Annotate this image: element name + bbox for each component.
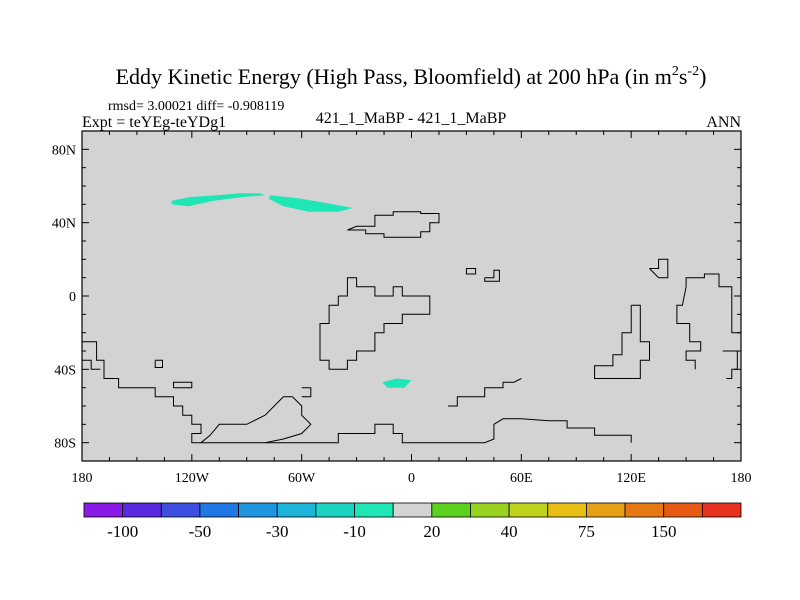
chart-title: Eddy Kinetic Energy (High Pass, Bloomfie… [116,64,707,89]
x-tick-label: 60W [288,471,316,486]
coastline [594,304,650,379]
center-subtitle: 421_1_MaBP - 421_1_MaBP [316,110,507,127]
x-tick-label: 60E [510,471,533,486]
x-tick-label: 120W [175,471,210,486]
colorbar-swatch [238,502,278,518]
colorbar-swatch [663,502,703,518]
coastline [173,381,193,389]
colorbar-swatch [470,502,510,518]
anomaly-region-southern-ocean-patch [382,378,412,388]
colorbar-label: -50 [189,522,212,541]
coastline [465,268,477,275]
colorbar-swatch [83,502,124,518]
colorbar-label: -10 [343,522,366,541]
x-tick-label: 0 [408,471,415,486]
anomaly-region-north-atlantic-west [171,193,266,207]
left-subtitle: Expt = teYEg-teYDg1 [82,114,226,131]
coastline [82,359,101,370]
colorbar-swatch [508,502,549,518]
x-tick-label: 180 [72,471,93,486]
coastline [685,273,741,334]
colorbar-swatch [586,502,626,518]
x-tick-label: 120E [616,471,646,486]
colorbar-swatch [547,502,587,518]
coastline [319,277,431,370]
colorbar-swatch [199,502,239,518]
colorbar-swatch [701,502,742,518]
colorbar-swatch [315,502,355,518]
coastline [676,286,702,370]
coastline [484,269,500,282]
anomaly-region-north-atlantic-east [268,195,353,212]
colorbar-swatch [276,502,317,518]
colorbar-label: -100 [107,522,138,541]
colorbar-swatch [392,502,433,518]
y-tick-label: 40N [52,217,76,232]
y-tick-label: 80N [52,143,76,158]
coastline [649,258,669,279]
colorbar-swatch [122,502,162,518]
coastline [154,359,163,368]
coastline [347,211,440,238]
y-tick-label: 40S [54,363,76,378]
colorbar-label: -30 [266,522,289,541]
colorbar-swatch [160,502,201,518]
stats-line: rmsd= 3.00021 diff= -0.908119 [108,99,284,114]
colorbar-swatch [624,502,665,518]
colorbar-swatch [431,502,471,518]
colorbar-label: 75 [578,522,595,541]
right-subtitle: ANN [706,114,741,131]
coastline [82,341,632,444]
colorbar-swatch [354,502,394,518]
colorbar-label: 40 [501,522,518,541]
y-tick-label: 80S [54,437,76,452]
y-tick-label: 0 [69,290,76,305]
coastline [448,378,522,407]
coastline [301,387,312,398]
coastline [200,396,312,444]
colorbar-label: 20 [423,522,440,541]
x-tick-label: 180 [731,471,752,486]
colorbar-label: 150 [651,522,677,541]
